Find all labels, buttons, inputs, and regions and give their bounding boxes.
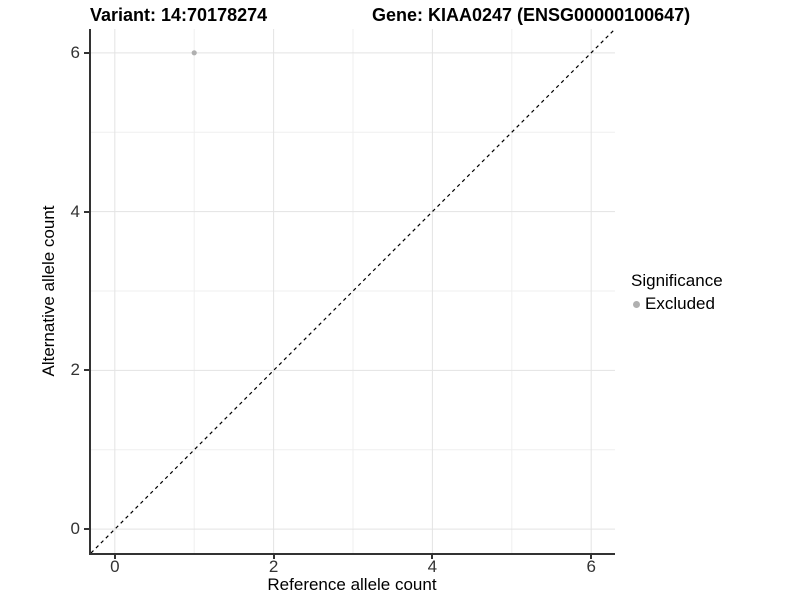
- plot-title-variant: Variant: 14:70178274: [90, 5, 268, 25]
- y-tick-mark: [84, 210, 89, 213]
- identity-reference-line: [91, 29, 615, 553]
- y-tick-label: 4: [70, 201, 80, 221]
- x-axis-title: Reference allele count: [267, 575, 437, 594]
- plot-title-gene: Gene: KIAA0247 (ENSG00000100647): [372, 5, 691, 25]
- y-tick-label: 0: [70, 519, 80, 539]
- y-tick-mark: [84, 528, 89, 531]
- y-tick-mark: [84, 369, 89, 372]
- x-tick-label: 2: [268, 557, 279, 576]
- x-tick-mark: [590, 555, 593, 559]
- x-tick-label: 0: [110, 557, 120, 576]
- y-tick-mark: [84, 51, 89, 54]
- x-tick-label: 6: [586, 557, 596, 576]
- x-tick-mark: [113, 555, 116, 559]
- y-axis-title: Alternative allele count: [39, 205, 58, 377]
- legend: Significance Excluded: [631, 271, 723, 314]
- x-tick-label: 4: [427, 557, 438, 576]
- x-tick-mark: [431, 555, 434, 559]
- legend-title: Significance: [631, 271, 723, 290]
- data-point-excluded: [191, 50, 197, 56]
- legend-item-excluded: Excluded: [631, 294, 723, 314]
- legend-item-label: Excluded: [645, 294, 715, 313]
- y-tick-label: 2: [70, 360, 80, 380]
- legend-point-excluded-icon: [633, 300, 640, 308]
- x-tick-mark: [272, 555, 275, 559]
- y-tick-label: 6: [70, 42, 80, 62]
- plot-canvas: [91, 29, 615, 553]
- plot-panel: [89, 29, 615, 555]
